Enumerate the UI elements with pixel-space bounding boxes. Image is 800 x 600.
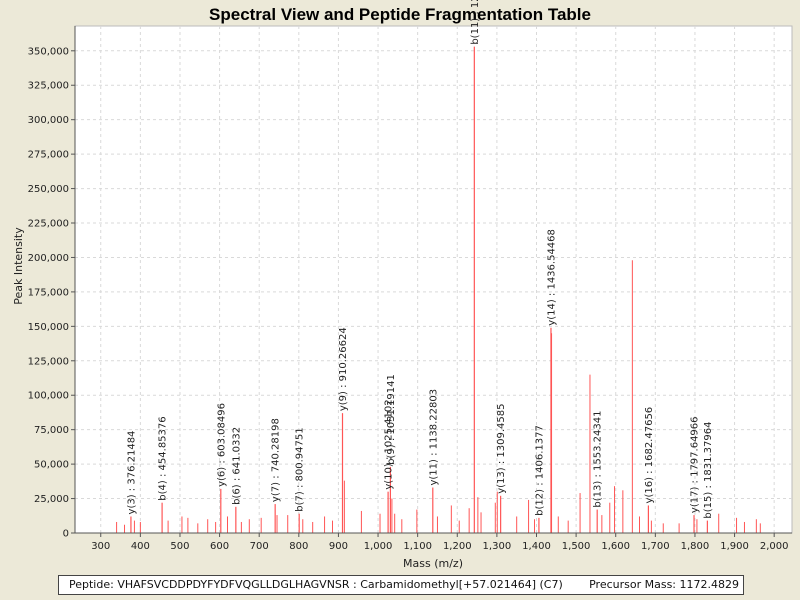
y-tick-label: 50,000 — [34, 460, 69, 471]
peak-annotation-label: y(3) : 376.21484 — [126, 431, 137, 515]
peak-annotation-label: y(13) : 1309.4585 — [496, 404, 507, 494]
y-tick-label: 75,000 — [34, 425, 69, 436]
x-tick-label: 2,000 — [760, 541, 789, 552]
y-tick-label: 175,000 — [28, 287, 69, 298]
x-tick-label: 600 — [210, 541, 229, 552]
x-tick-label: 1,100 — [403, 541, 432, 552]
y-tick-label: 125,000 — [28, 356, 69, 367]
peak-annotation-label: y(16) : 1682.47656 — [644, 407, 655, 504]
peptide-sequence: Peptide: VHAFSVCDDPDYFYDFVQGLLDGLHAGVNSR… — [69, 576, 563, 594]
y-tick-label: 275,000 — [28, 150, 69, 161]
y-tick-label: 25,000 — [34, 494, 69, 505]
peak-annotation-label: y(7) : 740.28198 — [271, 418, 282, 502]
x-axis-label: Mass (m/z) — [403, 557, 463, 570]
spectrum-chart: Spectral View and Peptide Fragmentation … — [0, 0, 800, 575]
x-tick-label: 1,800 — [681, 541, 710, 552]
x-tick-label: 800 — [289, 541, 308, 552]
peak-annotation-label: y(14) : 1436.54468 — [546, 229, 557, 326]
peak-annotation-label: b(7) : 800.94751 — [295, 427, 306, 511]
peak-annotation-label: y(17) : 1797.64966 — [690, 416, 701, 513]
x-tick-label: 1,000 — [364, 541, 393, 552]
x-tick-label: 1,300 — [483, 541, 512, 552]
peak-annotation-label: b(12) : 1406.1377 — [534, 425, 545, 516]
peak-annotation-label: b(15) : 1831.37964 — [703, 422, 714, 519]
peak-annotation-label: b(9) : 1031.19141 — [386, 374, 397, 465]
y-axis-label: Peak Intensity — [12, 227, 25, 305]
x-tick-label: 1,200 — [443, 541, 472, 552]
y-tick-label: 0 — [63, 529, 69, 540]
peak-annotation-label: b(4) : 454.85376 — [158, 416, 169, 500]
info-footer: Peptide: VHAFSVCDDPDYFYDFVQGLLDGLHAGVNSR… — [58, 575, 744, 595]
x-tick-label: 700 — [250, 541, 269, 552]
peak-annotation-label: y(6) : 603.08496 — [216, 403, 227, 487]
peak-annotation-label: y(9) : 910.26624 — [338, 327, 349, 411]
y-tick-label: 325,000 — [28, 81, 69, 92]
y-tick-label: 200,000 — [28, 253, 69, 264]
x-tick-label: 1,700 — [641, 541, 670, 552]
y-tick-label: 300,000 — [28, 115, 69, 126]
peak-annotation-label: b(11) : 1243.06152 — [470, 0, 481, 45]
chart-title: Spectral View and Peptide Fragmentation … — [209, 5, 591, 24]
y-tick-label: 100,000 — [28, 391, 69, 402]
x-tick-label: 500 — [170, 541, 189, 552]
y-tick-label: 225,000 — [28, 219, 69, 230]
y-tick-label: 350,000 — [28, 46, 69, 57]
x-tick-label: 300 — [91, 541, 110, 552]
x-tick-label: 1,600 — [601, 541, 630, 552]
y-tick-label: 250,000 — [28, 184, 69, 195]
peak-annotation-label: y(11) : 1138.22803 — [428, 389, 439, 486]
peak-annotation-label: b(13) : 1553.24341 — [593, 411, 604, 508]
x-tick-label: 1,900 — [720, 541, 749, 552]
peak-annotation-label: b(6) : 641.0332 — [231, 427, 242, 505]
x-tick-label: 1,500 — [562, 541, 591, 552]
x-tick-label: 400 — [131, 541, 150, 552]
x-tick-label: 900 — [329, 541, 348, 552]
x-tick-label: 1,400 — [522, 541, 551, 552]
precursor-mass: Precursor Mass: 1172.4829 — [589, 576, 739, 594]
y-tick-label: 150,000 — [28, 322, 69, 333]
